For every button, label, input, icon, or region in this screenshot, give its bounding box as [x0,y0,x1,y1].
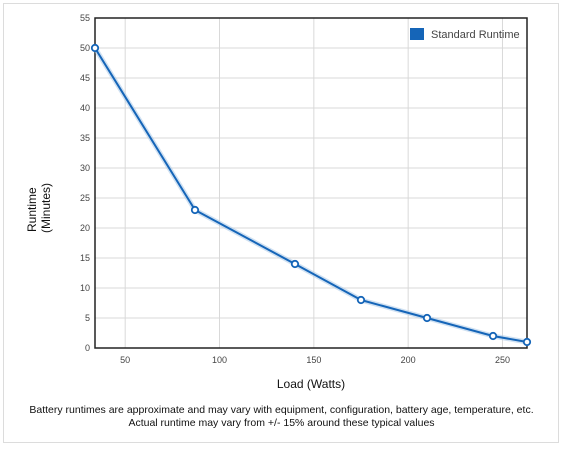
y-axis-title-line-2: (Minutes) [39,183,53,233]
data-point [488,331,498,341]
x-axis-title: Load (Watts) [277,377,345,391]
grid [95,17,527,349]
data-point [522,337,532,347]
y-tick-label: 35 [80,133,90,143]
x-tick-label: 50 [120,355,130,365]
plot-area-border [94,17,528,349]
y-tick-label: 45 [80,73,90,83]
footnote-line-2: Actual runtime may vary from +/- 15% aro… [128,417,435,429]
data-point [190,205,200,215]
y-tick-label: 30 [80,163,90,173]
y-tick-label: 50 [80,43,90,53]
series-line-standard-runtime [94,47,528,343]
x-tick-label: 250 [495,355,510,365]
y-axis-title-line-1: Runtime [25,187,39,232]
runtime-chart: 0 5 10 15 20 25 30 35 40 45 50 55 50 100 150 200 250 Loa… [25,13,532,391]
y-axis-title: Runtime (Minutes) [25,183,53,233]
data-point [422,313,432,323]
y-tick-label: 0 [85,343,90,353]
data-point [290,259,300,269]
y-tick-label: 55 [80,13,90,23]
x-tick-label: 100 [212,355,227,365]
footnote-line-1: Battery runtimes are approximate and may… [29,404,534,416]
legend: Standard Runtime [410,28,520,41]
y-tick-label: 40 [80,103,90,113]
series-line-shadow [92,46,528,345]
x-tick-label: 200 [401,355,416,365]
x-tick-label: 150 [306,355,321,365]
data-point [90,43,100,53]
tick-labels: 0 5 10 15 20 25 30 35 40 45 50 55 50 100 150 200 250 [80,13,510,365]
series-layer [90,43,532,347]
data-point [356,295,366,305]
y-tick-label: 20 [80,223,90,233]
y-tick-label: 10 [80,283,90,293]
footnote: Battery runtimes are approximate and may… [0,404,563,430]
legend-label-standard-runtime: Standard Runtime [431,29,520,41]
y-tick-label: 25 [80,193,90,203]
y-tick-label: 5 [85,313,90,323]
legend-swatch-standard-runtime [410,28,424,40]
y-tick-label: 15 [80,253,90,263]
